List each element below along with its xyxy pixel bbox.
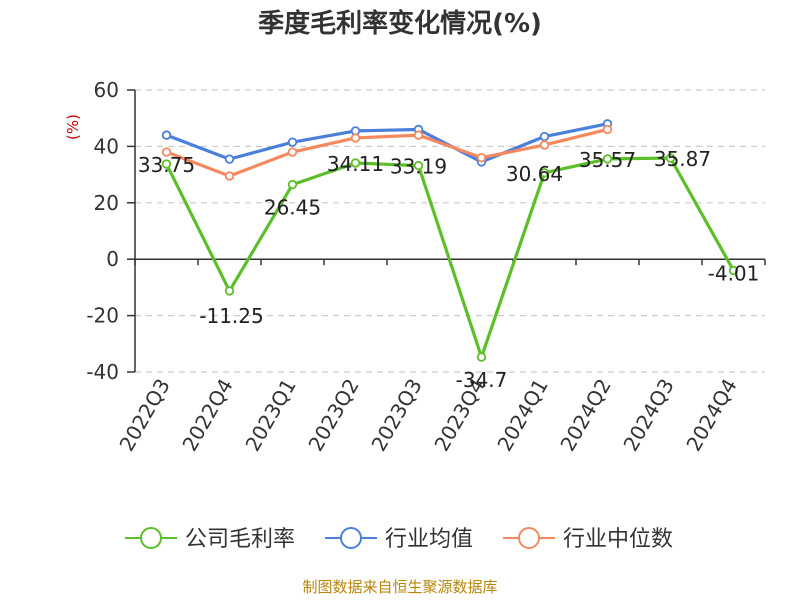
x-tick-label: 2023Q1 xyxy=(240,375,300,456)
legend: 公司毛利率 行业均值 行业中位数 xyxy=(125,527,673,552)
data-point xyxy=(539,140,550,150)
x-tick-label: 2022Q3 xyxy=(114,375,174,456)
source-note: 制图数据来自恒生聚源数据库 xyxy=(302,578,497,596)
data-point xyxy=(476,352,487,362)
data-point xyxy=(476,152,487,163)
data-point xyxy=(287,147,298,157)
series-line xyxy=(165,122,608,164)
data-point xyxy=(665,153,676,163)
x-tick-label: 2023Q3 xyxy=(366,375,426,456)
legend-marker xyxy=(518,527,540,549)
data-label: 33.75 xyxy=(138,153,195,177)
data-point xyxy=(161,159,172,169)
data-point xyxy=(413,130,424,140)
legend-label: 行业均值 xyxy=(385,527,473,552)
series-lines xyxy=(161,119,739,362)
legend-marker xyxy=(340,527,362,549)
data-label: -34.7 xyxy=(456,368,508,392)
y-tick-label: 0 xyxy=(106,247,119,271)
data-label: 30.64 xyxy=(506,162,563,186)
data-point xyxy=(224,154,235,164)
legend-label: 行业中位数 xyxy=(563,527,673,552)
series-line xyxy=(165,156,735,359)
data-label: 35.57 xyxy=(579,148,636,172)
data-point xyxy=(413,160,424,171)
x-tick-label: 2022Q4 xyxy=(177,375,237,456)
series-line xyxy=(165,127,608,178)
legend-marker xyxy=(140,527,162,549)
x-tick-label: 2023Q2 xyxy=(303,375,363,456)
grid-lines xyxy=(135,89,765,373)
x-tick-label: 2024Q4 xyxy=(681,375,741,456)
y-tick-label: 20 xyxy=(94,191,119,215)
data-point xyxy=(287,137,298,147)
data-point xyxy=(224,171,235,181)
y-tick-label: -40 xyxy=(86,360,119,384)
data-point xyxy=(224,286,235,296)
data-point xyxy=(161,130,172,140)
y-axis-label: (%) xyxy=(64,114,82,140)
legend-label: 公司毛利率 xyxy=(185,527,295,552)
y-tick-label: 60 xyxy=(94,78,119,102)
chart-title: 季度毛利率变化情况(%) xyxy=(258,8,542,39)
data-label: 34.11 xyxy=(327,152,384,176)
y-tick-label: -20 xyxy=(86,304,119,328)
data-point xyxy=(539,168,550,178)
data-point xyxy=(602,154,613,164)
data-point xyxy=(539,131,550,142)
data-label: 35.87 xyxy=(654,147,711,171)
data-point xyxy=(602,124,613,135)
data-point xyxy=(287,179,298,190)
x-tick-label: 2024Q2 xyxy=(555,375,615,456)
data-label: -11.25 xyxy=(199,304,263,328)
data-point xyxy=(350,158,361,168)
data-label: 33.19 xyxy=(390,155,447,179)
data-label: -4.01 xyxy=(708,262,760,286)
x-tick-label: 2024Q3 xyxy=(618,375,678,456)
data-point xyxy=(728,265,739,276)
data-point xyxy=(350,133,361,143)
data-point xyxy=(161,147,172,157)
data-label: 26.45 xyxy=(264,196,321,220)
y-tick-label: 40 xyxy=(94,134,119,158)
